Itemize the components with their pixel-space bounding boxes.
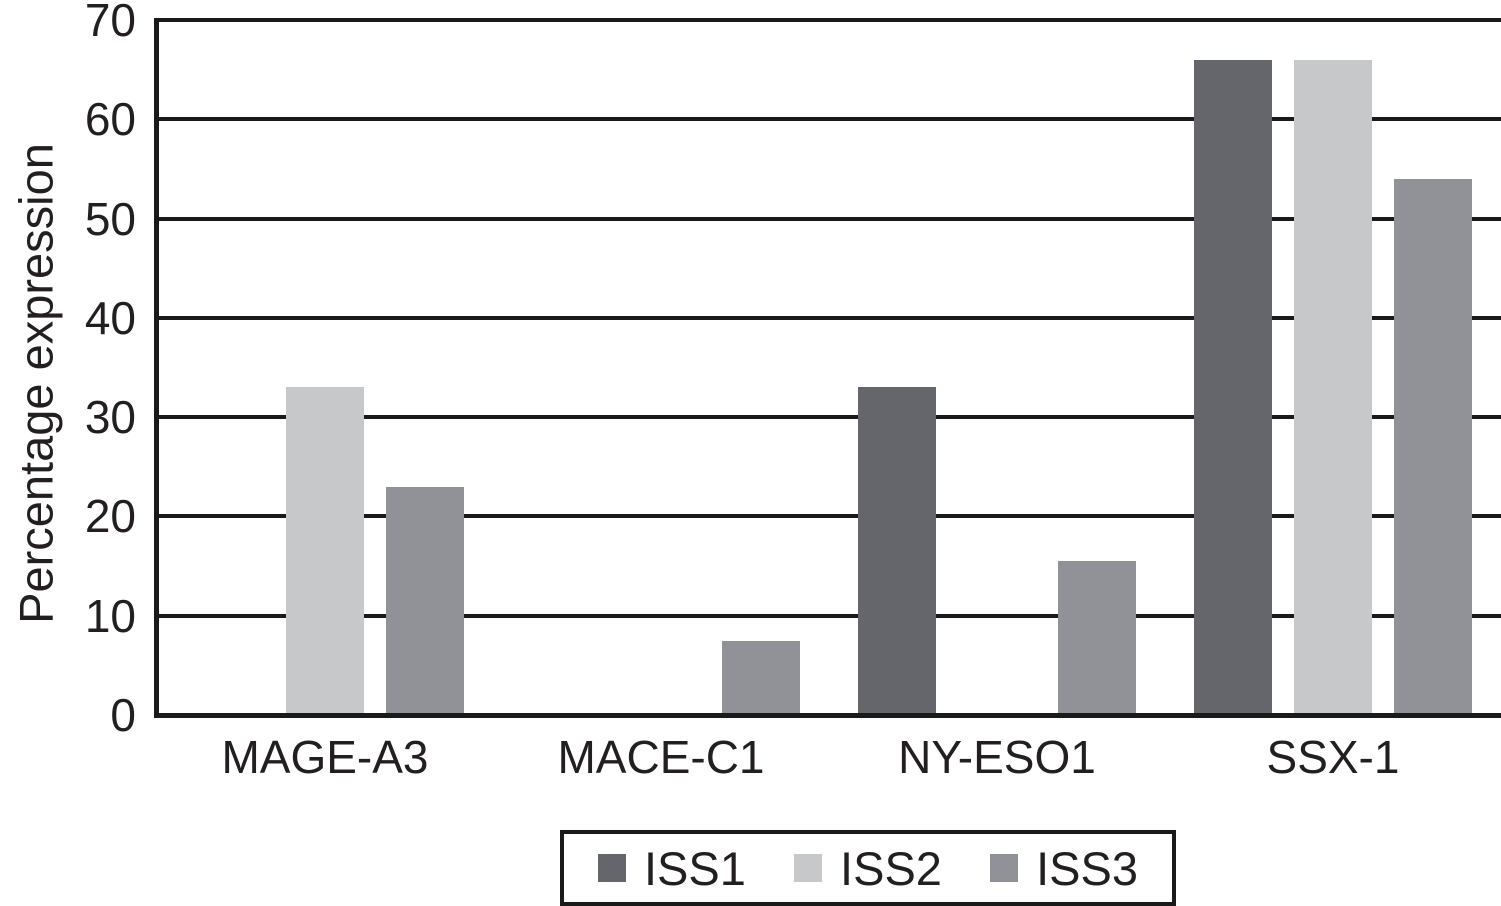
y-tick-label-50: 50 (84, 192, 136, 245)
legend-item-ISS1: ISS1 (598, 845, 746, 892)
x-category-label-MAGE-A3: MAGE-A3 (221, 731, 429, 783)
y-tick-label-70: 70 (84, 0, 136, 46)
gridline-40 (157, 315, 1501, 320)
y-tick-label-30: 30 (84, 391, 136, 444)
gridline-50 (157, 216, 1501, 221)
y-tick-label-10: 10 (84, 589, 136, 642)
legend-swatch-ISS3 (990, 854, 1019, 882)
gridline-30 (157, 415, 1501, 420)
bar-ISS3-SSX-1 (1394, 178, 1472, 715)
legend-label-ISS2: ISS2 (840, 841, 942, 895)
bar-ISS3-MACE-C1 (722, 640, 800, 715)
x-category-label-MACE-C1: MACE-C1 (557, 731, 765, 783)
y-tick-label-0: 0 (110, 689, 136, 741)
gridline-20 (157, 514, 1501, 519)
gridline-60 (157, 117, 1501, 122)
legend: ISS1 ISS2 ISS3 (560, 830, 1176, 906)
bar-ISS2-MAGE-A3 (286, 387, 364, 715)
bar-ISS1-NY-ESO1 (858, 387, 936, 715)
y-tick-label-20: 20 (84, 490, 136, 543)
legend-swatch-ISS1 (598, 854, 626, 882)
x-axis-line (154, 713, 1501, 718)
bar-ISS2-SSX-1 (1294, 59, 1372, 715)
legend-label-ISS3: ISS3 (1036, 841, 1138, 895)
bar-ISS3-NY-ESO1 (1058, 561, 1136, 715)
bar-ISS3-MAGE-A3 (386, 486, 464, 715)
legend-label-ISS1: ISS1 (644, 841, 746, 895)
gridline-10 (157, 613, 1501, 618)
legend-swatch-ISS2 (794, 854, 823, 882)
plot-area (154, 18, 1501, 718)
legend-item-ISS3: ISS3 (990, 845, 1138, 892)
y-axis-line (154, 18, 159, 717)
legend-item-ISS2: ISS2 (794, 845, 942, 892)
y-tick-label-40: 40 (84, 291, 136, 344)
x-category-label-NY-ESO1: NY-ESO1 (898, 731, 1096, 783)
bar-ISS1-SSX-1 (1194, 59, 1272, 715)
y-tick-label-60: 60 (84, 93, 136, 146)
x-category-label-SSX-1: SSX-1 (1266, 731, 1400, 783)
gridline-70 (157, 18, 1501, 22)
